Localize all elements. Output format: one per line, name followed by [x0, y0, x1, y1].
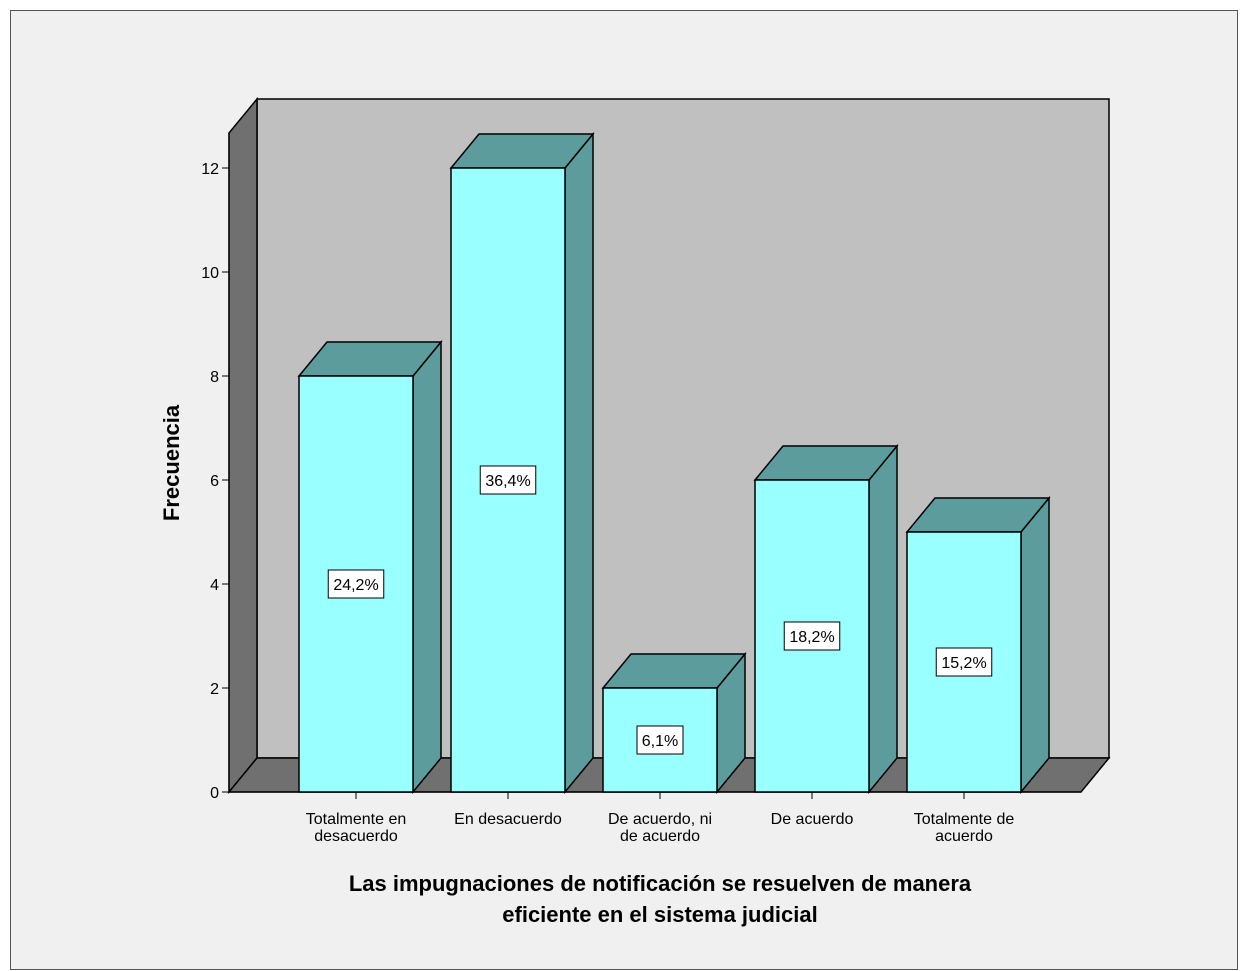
data-label-box	[783, 621, 841, 651]
data-label-box	[479, 465, 537, 495]
x-tick-label: De acuerdo, ni	[608, 811, 712, 828]
bar-side	[564, 131, 594, 795]
bar-side	[412, 339, 442, 795]
data-label: 24,2%	[333, 577, 378, 594]
x-tick-label: En desacuerdo	[454, 811, 562, 828]
x-axis-title: eficiente en el sistema judicial	[502, 902, 817, 927]
y-tick-label: 8	[210, 369, 219, 386]
side-wall	[228, 96, 258, 795]
x-tick-label: acuerdo	[935, 828, 993, 845]
data-label-box	[636, 725, 684, 755]
data-label: 6,1%	[642, 733, 678, 750]
x-axis-title: Las impugnaciones de notificación se res…	[349, 871, 972, 896]
x-tick-label: Totalmente de	[914, 811, 1015, 828]
x-tick-label: Totalmente en	[306, 811, 407, 828]
data-label: 18,2%	[789, 629, 834, 646]
x-tick-label: de acuerdo	[620, 828, 700, 845]
data-label-box	[327, 569, 385, 599]
y-tick-label: 2	[210, 681, 219, 698]
bar-side	[868, 443, 898, 795]
data-label-box	[935, 647, 993, 677]
x-tick-label: De acuerdo	[771, 811, 854, 828]
y-tick-label: 6	[210, 473, 219, 490]
y-tick-label: 12	[201, 161, 219, 178]
y-axis-title: Frecuencia	[159, 404, 184, 521]
y-tick-label: 10	[201, 265, 219, 282]
chart-frame: 0 2 4 6 8 10 12 24,2% Totalmente en desacuerdo 36,…	[10, 10, 1238, 970]
y-tick-label: 0	[210, 785, 219, 802]
x-tick-label: desacuerdo	[314, 828, 398, 845]
data-label: 15,2%	[941, 655, 986, 672]
data-label: 36,4%	[485, 473, 530, 490]
bar-side	[1020, 495, 1050, 795]
y-tick-label: 4	[210, 577, 219, 594]
